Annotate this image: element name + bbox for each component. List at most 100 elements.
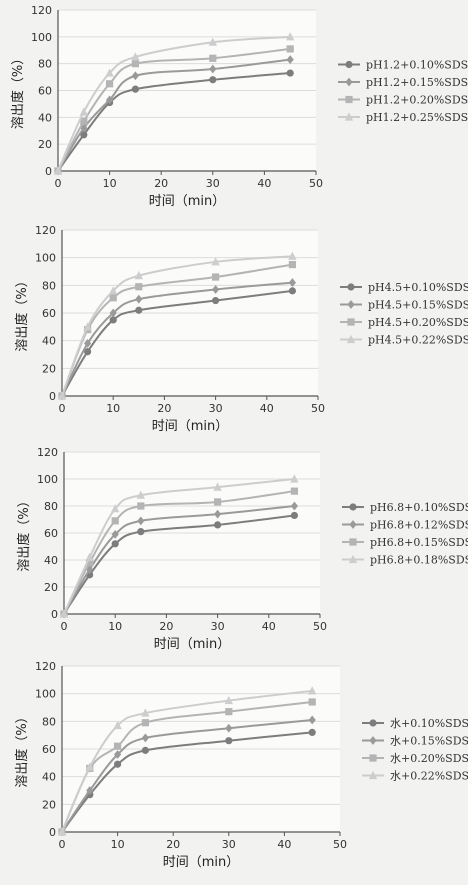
legend-label: pH6.8+0.12%SDS bbox=[370, 519, 468, 532]
y-tick-label: 0 bbox=[49, 826, 56, 839]
legend-label: 水+0.22%SDS bbox=[390, 770, 468, 783]
x-tick-label: 40 bbox=[262, 620, 276, 633]
data-point bbox=[308, 686, 317, 695]
data-point bbox=[225, 737, 233, 745]
data-point bbox=[86, 565, 94, 574]
legend-marker bbox=[347, 283, 355, 291]
data-point bbox=[80, 123, 88, 133]
data-point bbox=[212, 296, 220, 305]
x-tick-label: 10 bbox=[111, 838, 125, 851]
data-point bbox=[209, 64, 217, 74]
x-tick-label: 40 bbox=[277, 838, 291, 851]
x-tick-label: 20 bbox=[159, 620, 173, 633]
legend-marker bbox=[346, 334, 356, 344]
data-point bbox=[79, 107, 88, 116]
y-tick-label: 120 bbox=[35, 224, 56, 237]
x-tick-label: 40 bbox=[257, 177, 271, 190]
data-point bbox=[85, 552, 94, 561]
data-point bbox=[80, 131, 88, 139]
y-tick-label: 20 bbox=[42, 362, 56, 375]
legend-marker bbox=[347, 318, 355, 326]
data-point bbox=[214, 498, 222, 506]
legend-marker bbox=[369, 719, 377, 727]
data-point bbox=[135, 306, 143, 314]
y-tick-label: 0 bbox=[49, 390, 56, 403]
data-point bbox=[114, 742, 122, 750]
data-point bbox=[288, 287, 296, 295]
legend-marker bbox=[345, 77, 353, 87]
data-point bbox=[83, 322, 92, 331]
chart-svg-2: 0 20 40 60 80 100 120 0 10 20 30 40 50 时间（min） 溶出度（%） p… bbox=[0, 218, 468, 440]
legend-label: pH4.5+0.22%SDS bbox=[368, 334, 468, 347]
y-tick-label: 60 bbox=[44, 527, 58, 540]
data-point bbox=[290, 501, 298, 511]
legend-label: pH1.2+0.15%SDS bbox=[366, 76, 468, 89]
series-2 bbox=[58, 715, 316, 837]
x-tick-label: 20 bbox=[157, 402, 171, 415]
chart-panel-2: 0 20 40 60 80 100 120 0 10 20 30 40 50 时间（min） 溶出度（%） p… bbox=[0, 218, 468, 440]
y-tick-label: 20 bbox=[44, 581, 58, 594]
data-point bbox=[111, 540, 119, 548]
data-point bbox=[57, 391, 67, 400]
data-point bbox=[111, 517, 119, 525]
y-tick-label: 0 bbox=[51, 608, 58, 621]
data-point bbox=[288, 278, 296, 287]
series-4 bbox=[59, 474, 299, 618]
x-tick-label: 20 bbox=[154, 177, 168, 190]
x-axis-label: 时间（min） bbox=[149, 194, 226, 209]
data-point bbox=[106, 80, 114, 88]
y-axis-label: 溶出度（%） bbox=[10, 52, 26, 129]
x-tick-label: 30 bbox=[222, 838, 236, 851]
legend-marker bbox=[369, 754, 377, 762]
y-axis-label: 溶出度（%） bbox=[14, 274, 30, 351]
x-tick-label: 30 bbox=[209, 402, 223, 415]
data-point bbox=[109, 286, 118, 295]
legend-label: pH6.8+0.18%SDS bbox=[370, 554, 468, 567]
x-tick-label: 50 bbox=[333, 838, 347, 851]
data-point bbox=[141, 719, 149, 727]
data-point bbox=[84, 339, 92, 348]
chart-svg-3: 0 20 40 60 80 100 120 0 10 20 30 40 50 时间（min） 溶出度（%） p… bbox=[0, 440, 468, 652]
data-point bbox=[80, 117, 88, 125]
x-axis-label: 时间（min） bbox=[152, 419, 229, 434]
data-point bbox=[208, 37, 217, 46]
legend-marker bbox=[349, 503, 357, 511]
y-tick-label: 100 bbox=[31, 31, 52, 44]
legend-label: pH1.2+0.25%SDS bbox=[366, 111, 468, 124]
x-tick-label: 40 bbox=[260, 402, 274, 415]
x-tick-label: 20 bbox=[166, 838, 180, 851]
x-tick-label: 50 bbox=[309, 177, 323, 190]
y-tick-label: 40 bbox=[42, 335, 56, 348]
x-tick-label: 0 bbox=[61, 620, 68, 633]
data-point bbox=[225, 723, 233, 733]
legend-marker bbox=[368, 770, 378, 780]
data-point bbox=[288, 260, 296, 269]
legend-marker bbox=[344, 112, 354, 121]
data-point bbox=[136, 490, 145, 499]
series-line bbox=[61, 255, 293, 397]
chart-svg-1: 0 20 40 60 80 100 120 0 10 20 30 40 50 时间（min） 溶出度（%） p… bbox=[0, 0, 468, 218]
legend-label: pH6.8+0.15%SDS bbox=[370, 536, 468, 549]
chart-svg-4: 0 20 40 60 80 100 120 0 10 20 30 40 50 时间（min） 溶出度（%） 水… bbox=[0, 652, 468, 885]
legend-label: pH4.5+0.15%SDS bbox=[368, 299, 468, 312]
legend: pH1.2+0.10%SDS pH1.2+0.15%SDS pH1.2+0.20%S… bbox=[338, 59, 468, 124]
data-point bbox=[131, 85, 139, 93]
y-tick-label: 40 bbox=[38, 111, 52, 124]
legend-label: pH1.2+0.10%SDS bbox=[366, 59, 468, 72]
data-point bbox=[213, 482, 222, 491]
data-point bbox=[57, 827, 67, 836]
series-4 bbox=[57, 251, 297, 400]
data-point bbox=[109, 294, 117, 302]
legend-label: pH4.5+0.20%SDS bbox=[368, 316, 468, 329]
x-tick-label: 0 bbox=[59, 402, 66, 415]
data-point bbox=[224, 695, 233, 705]
data-point bbox=[211, 257, 220, 266]
series-4 bbox=[57, 686, 317, 836]
data-point bbox=[131, 52, 140, 61]
data-point bbox=[85, 762, 94, 771]
data-point bbox=[114, 750, 122, 759]
data-point bbox=[286, 69, 294, 77]
y-axis-label: 溶出度（%） bbox=[14, 710, 30, 787]
x-axis-label: 时间（min） bbox=[163, 855, 240, 870]
